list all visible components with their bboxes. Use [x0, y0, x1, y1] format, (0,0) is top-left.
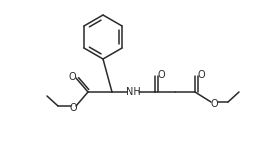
Text: NH: NH: [126, 87, 140, 97]
Text: O: O: [69, 103, 77, 113]
Text: O: O: [157, 70, 165, 80]
Text: O: O: [197, 70, 205, 80]
Text: O: O: [210, 99, 218, 109]
Text: O: O: [68, 72, 76, 82]
